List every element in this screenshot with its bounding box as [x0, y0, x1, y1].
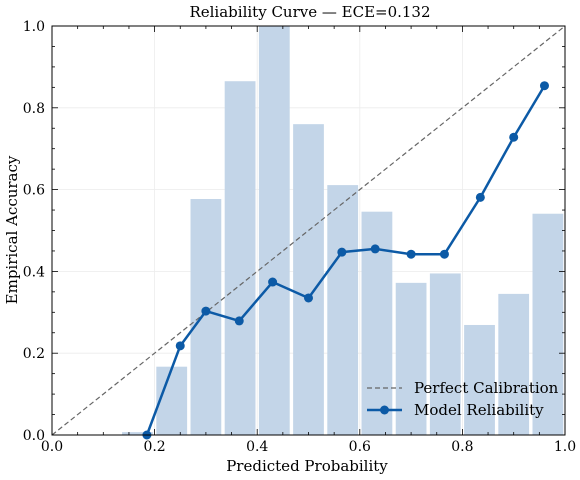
legend-label-perfect-calibration: Perfect Calibration — [414, 379, 559, 397]
x-tick-label: 0.0 — [41, 439, 63, 455]
x-axis-label: Predicted Probability — [226, 457, 388, 475]
y-tick-label: 0.8 — [23, 101, 45, 117]
histogram-bar — [532, 213, 564, 435]
histogram-bar — [224, 81, 256, 435]
model-reliability-point — [475, 192, 485, 202]
y-tick-label: 0.2 — [23, 346, 45, 362]
perfect-calibration-line — [51, 25, 566, 436]
series-lines — [51, 25, 566, 440]
model-reliability-point — [370, 244, 380, 254]
histogram-bar — [258, 26, 290, 435]
histogram-bar — [498, 293, 530, 435]
y-tick-label: 1.0 — [23, 19, 45, 35]
x-tick-label: 0.8 — [451, 439, 473, 455]
histogram-bar — [429, 273, 461, 435]
x-tick-label: 0.2 — [143, 439, 165, 455]
model-reliability-point — [439, 249, 449, 259]
model-reliability-point — [337, 247, 347, 257]
model-reliability-point — [268, 277, 278, 287]
histogram-bars — [122, 26, 564, 435]
model-reliability-point — [175, 341, 185, 351]
chart-title: Reliability Curve — ECE=0.132 — [189, 3, 430, 21]
histogram-bar — [122, 432, 153, 435]
y-tick-label: 0.6 — [23, 183, 45, 199]
model-reliability-point — [406, 249, 416, 259]
histogram-bar — [464, 324, 495, 435]
x-tick-label: 1.0 — [554, 439, 576, 455]
histogram-bar — [327, 185, 359, 435]
y-tick-label: 0.0 — [23, 428, 45, 444]
model-reliability-point — [201, 306, 211, 316]
y-axis-label: Empirical Accuracy — [3, 155, 21, 304]
legend-marker-model-reliability — [380, 405, 389, 415]
model-reliability-point — [509, 132, 519, 142]
histogram-bar — [293, 124, 324, 435]
histogram-bar — [156, 366, 188, 435]
legend-label-model-reliability: Model Reliability — [414, 401, 544, 419]
model-reliability-point — [539, 81, 549, 91]
histogram-bar — [190, 199, 222, 435]
model-reliability-point — [234, 316, 244, 326]
x-tick-label: 0.4 — [246, 439, 268, 455]
axis-ticks: 0.0 0.2 0.4 0.6 0.8 1.0 0.0 0.2 0.4 0.6 0.8 1.0 — [23, 19, 576, 455]
legend: Perfect Calibration Model Reliability — [367, 379, 559, 419]
y-tick-label: 0.4 — [23, 264, 45, 280]
x-tick-label: 0.6 — [349, 439, 371, 455]
model-reliability-point — [304, 293, 313, 303]
